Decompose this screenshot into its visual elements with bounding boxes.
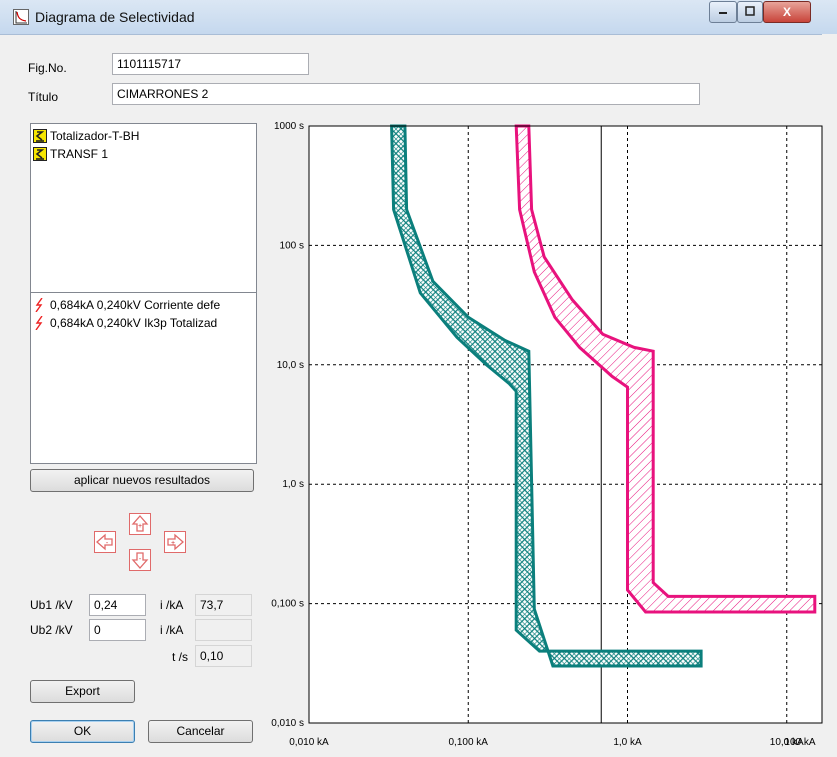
i1-label: i /kA xyxy=(160,598,184,612)
x-tick-label: 100 kA xyxy=(784,737,815,748)
results-list[interactable]: 0,684kA 0,240kV Corriente defe 0,684kA 0… xyxy=(30,292,257,464)
svg-text:+: + xyxy=(138,523,142,530)
device-label: Totalizador-T-BH xyxy=(50,129,140,143)
arrow-right-icon[interactable]: + xyxy=(164,531,186,553)
apply-results-button[interactable]: aplicar nuevos resultados xyxy=(30,469,254,492)
close-icon: X xyxy=(782,5,791,19)
list-item[interactable]: TRANSF 1 xyxy=(33,145,254,163)
fig-no-label: Fig.No. xyxy=(28,61,67,75)
minimize-icon xyxy=(719,12,727,14)
arrow-left-icon[interactable]: - xyxy=(94,531,116,553)
ub1-input[interactable]: 0,24 xyxy=(89,594,146,616)
x-tick-label: 1,0 kA xyxy=(613,737,642,748)
fig-no-input[interactable]: 1101115717 xyxy=(112,53,309,75)
x-tick-label: 10,0 kA xyxy=(770,737,804,748)
x-tick-label: 0,010 kA xyxy=(289,737,329,748)
y-tick-label: 0,100 s xyxy=(271,599,304,610)
svg-text:-: - xyxy=(139,556,142,563)
list-item[interactable]: 0,684kA 0,240kV Corriente defe xyxy=(33,296,254,314)
y-tick-label: 100 s xyxy=(280,240,304,251)
lightning-icon xyxy=(35,298,43,312)
y-tick-label: 1000 s xyxy=(274,121,304,132)
title-bar: Diagrama de Selectividad X xyxy=(0,0,837,35)
t-value: 0,10 xyxy=(195,645,252,667)
t-label: t /s xyxy=(172,650,189,664)
i1-value: 73,7 xyxy=(195,594,252,616)
title-input[interactable]: CIMARRONES 2 xyxy=(112,83,700,105)
trip-curve-band xyxy=(390,124,703,668)
ub2-label: Ub2 /kV xyxy=(30,623,73,637)
list-item[interactable]: Totalizador-T-BH xyxy=(33,127,254,145)
device-label: TRANSF 1 xyxy=(50,147,109,161)
maximize-button[interactable] xyxy=(737,1,763,23)
minimize-button[interactable] xyxy=(709,1,737,23)
title-label: Título xyxy=(28,90,59,104)
device-list[interactable]: Totalizador-T-BH TRANSF 1 xyxy=(30,123,257,293)
breaker-icon xyxy=(33,147,47,161)
plot-area xyxy=(308,125,823,724)
list-item[interactable]: 0,684kA 0,240kV Ik3p Totalizad xyxy=(33,314,254,332)
maximize-icon xyxy=(745,6,755,16)
ub2-input[interactable]: 0 xyxy=(89,619,146,641)
ok-button[interactable]: OK xyxy=(30,720,135,743)
result-label: 0,684kA 0,240kV Corriente defe xyxy=(50,298,221,312)
arrow-up-icon[interactable]: + xyxy=(129,513,151,535)
trip-curve-band xyxy=(514,124,817,614)
svg-text:+: + xyxy=(171,540,175,547)
result-label: 0,684kA 0,240kV Ik3p Totalizad xyxy=(50,316,218,330)
arrow-down-icon[interactable]: - xyxy=(129,549,151,571)
y-tick-label: 0,010 s xyxy=(271,718,304,729)
window-edge xyxy=(822,34,837,757)
export-button[interactable]: Export xyxy=(30,680,135,703)
svg-text:-: - xyxy=(106,540,109,547)
i2-value xyxy=(195,619,252,641)
lightning-icon xyxy=(35,316,43,330)
ub1-label: Ub1 /kV xyxy=(30,598,73,612)
y-tick-label: 10,0 s xyxy=(277,360,304,371)
close-button[interactable]: X xyxy=(763,1,811,23)
window-title: Diagrama de Selectividad xyxy=(35,9,195,25)
breaker-icon xyxy=(33,129,47,143)
x-tick-label: 0,100 kA xyxy=(449,737,489,748)
cancel-button[interactable]: Cancelar xyxy=(148,720,253,743)
app-icon xyxy=(13,9,29,25)
plot-frame xyxy=(308,125,823,724)
i2-label: i /kA xyxy=(160,623,184,637)
y-tick-label: 1,0 s xyxy=(282,479,304,490)
